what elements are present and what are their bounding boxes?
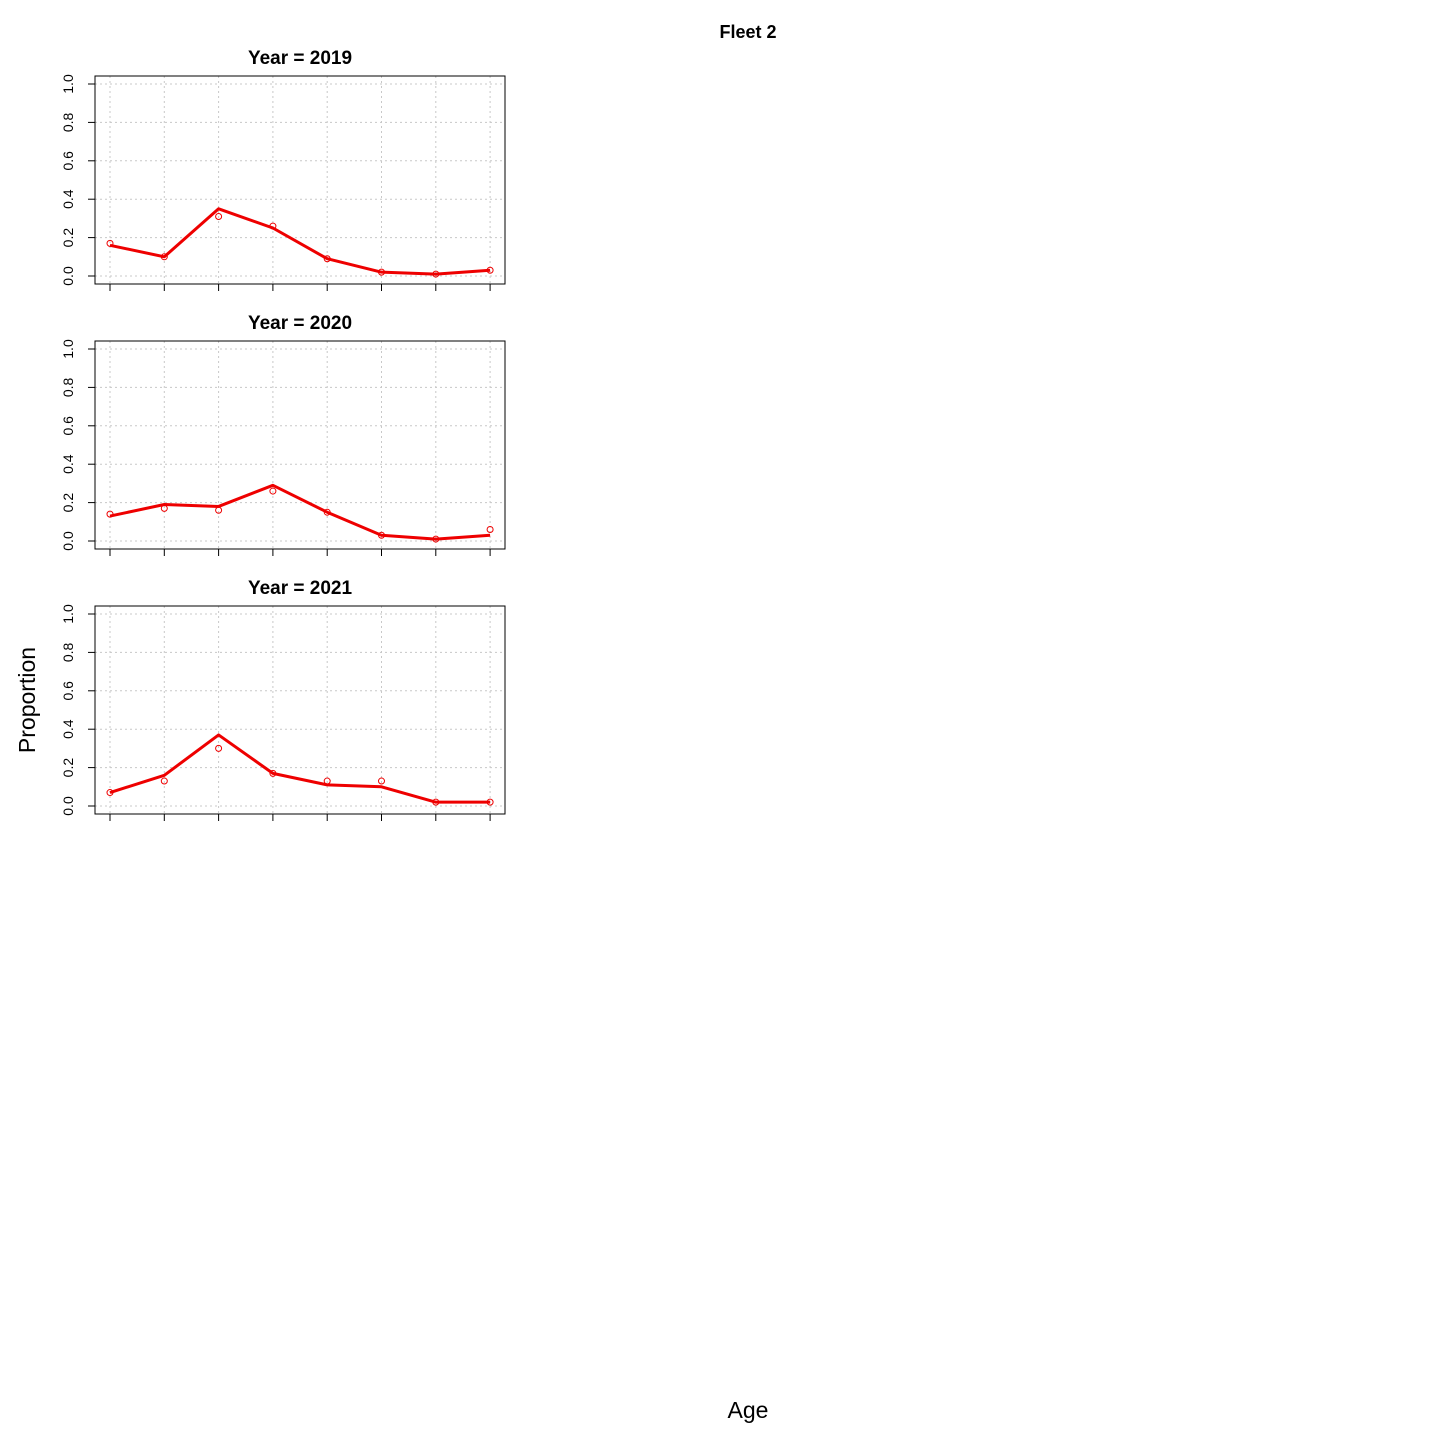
plot-box — [94, 75, 506, 285]
observed-point — [269, 769, 277, 777]
plot-box — [94, 340, 506, 550]
observed-point — [160, 253, 168, 261]
observed-point — [106, 510, 114, 518]
y-tick-label: 1.0 — [60, 604, 76, 624]
observed-point — [486, 525, 494, 533]
y-tick-label: 0.8 — [60, 112, 76, 132]
y-tick-label: 0.0 — [60, 531, 76, 551]
observed-point — [269, 487, 277, 495]
y-tick-label: 1.0 — [60, 74, 76, 94]
panel-2: Year = 2020 0.0 0.2 0.4 0.6 0.8 1.0 — [60, 313, 506, 556]
observed-point — [432, 535, 440, 543]
observed-point — [215, 506, 223, 514]
y-tick-label: 0.0 — [60, 266, 76, 286]
observed-point — [160, 504, 168, 512]
observed-point — [323, 777, 331, 785]
panel-1: Year = 2019 0.0 0.2 0.4 0.6 0.8 1.0 — [60, 48, 506, 291]
y-tick-label: 1.0 — [60, 339, 76, 359]
observed-point — [432, 798, 440, 806]
observed-point — [160, 777, 168, 785]
plot-box — [94, 605, 506, 815]
y-tick-label: 0.6 — [60, 151, 76, 171]
panel-title: Year = 2021 — [248, 578, 353, 599]
observed-point — [486, 266, 494, 274]
y-tick-label: 0.4 — [60, 719, 76, 739]
y-tick-label: 0.0 — [60, 796, 76, 816]
observed-point — [378, 268, 385, 276]
observed-point — [378, 777, 385, 785]
observed-point — [106, 789, 114, 797]
y-tick-label: 0.2 — [60, 228, 76, 248]
predicted-line — [109, 483, 491, 541]
predicted-line — [109, 733, 491, 804]
observed-point — [215, 212, 223, 220]
observed-point — [432, 270, 440, 278]
panel-title: Year = 2019 — [248, 48, 352, 69]
y-tick-label: 0.6 — [60, 681, 76, 701]
panel-title: Year = 2020 — [248, 313, 352, 334]
y-tick-label: 0.4 — [60, 454, 76, 474]
y-tick-label: 0.4 — [60, 189, 76, 209]
observed-point — [215, 744, 223, 752]
observed-point — [486, 798, 494, 806]
x-axis-label: Age — [728, 1397, 769, 1423]
panel-3: Year = 2021 0.0 0.2 0.4 0.6 0.8 1.0 — [60, 578, 506, 821]
observed-point — [106, 239, 114, 247]
observed-point — [323, 508, 331, 516]
observed-point — [323, 255, 331, 263]
y-axis-label: Proportion — [14, 647, 40, 753]
predicted-line — [109, 207, 491, 276]
observed-point — [269, 222, 277, 230]
y-tick-label: 0.8 — [60, 642, 76, 662]
y-tick-label: 0.2 — [60, 758, 76, 778]
observed-point — [378, 531, 385, 539]
y-tick-label: 0.8 — [60, 377, 76, 397]
y-tick-label: 0.6 — [60, 416, 76, 436]
y-tick-label: 0.2 — [60, 493, 76, 513]
main-title: Fleet 2 — [719, 22, 776, 42]
